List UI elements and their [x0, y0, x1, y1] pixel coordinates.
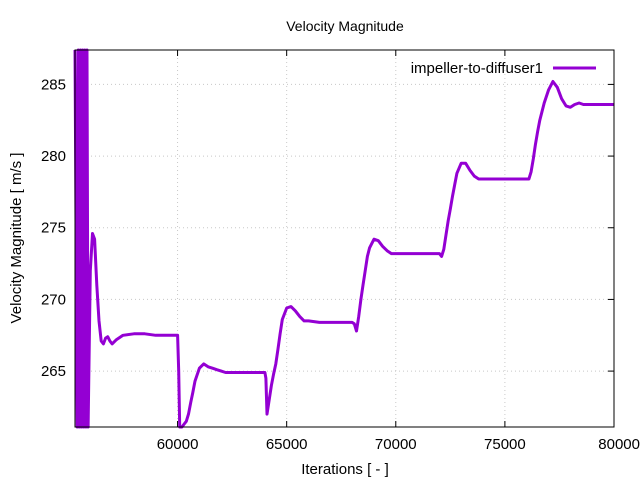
chart-title: Velocity Magnitude	[286, 18, 404, 34]
x-axis-label: Iterations [ - ]	[301, 461, 389, 478]
series-line-0	[73, 48, 614, 429]
legend-label: impeller-to-diffuser1	[411, 60, 543, 77]
y-tick-label: 285	[41, 76, 66, 93]
x-tick-label: 65000	[266, 436, 308, 453]
x-tick-label: 80000	[598, 436, 640, 453]
series-layer	[73, 48, 614, 429]
y-tick-label: 265	[41, 363, 66, 380]
x-tick-label: 60000	[157, 436, 199, 453]
y-tick-label: 280	[41, 148, 66, 165]
y-axis-label: Velocity Magnitude [ m/s ]	[8, 153, 25, 324]
x-axis-ticks: 60000 65000 70000 75000 80000	[157, 50, 640, 453]
grid	[75, 50, 614, 427]
x-tick-label: 70000	[375, 436, 417, 453]
legend: impeller-to-diffuser1	[411, 60, 596, 77]
x-tick-label: 75000	[484, 436, 526, 453]
y-tick-label: 270	[41, 291, 66, 308]
y-tick-label: 275	[41, 220, 66, 237]
plot-frame	[74, 49, 615, 428]
